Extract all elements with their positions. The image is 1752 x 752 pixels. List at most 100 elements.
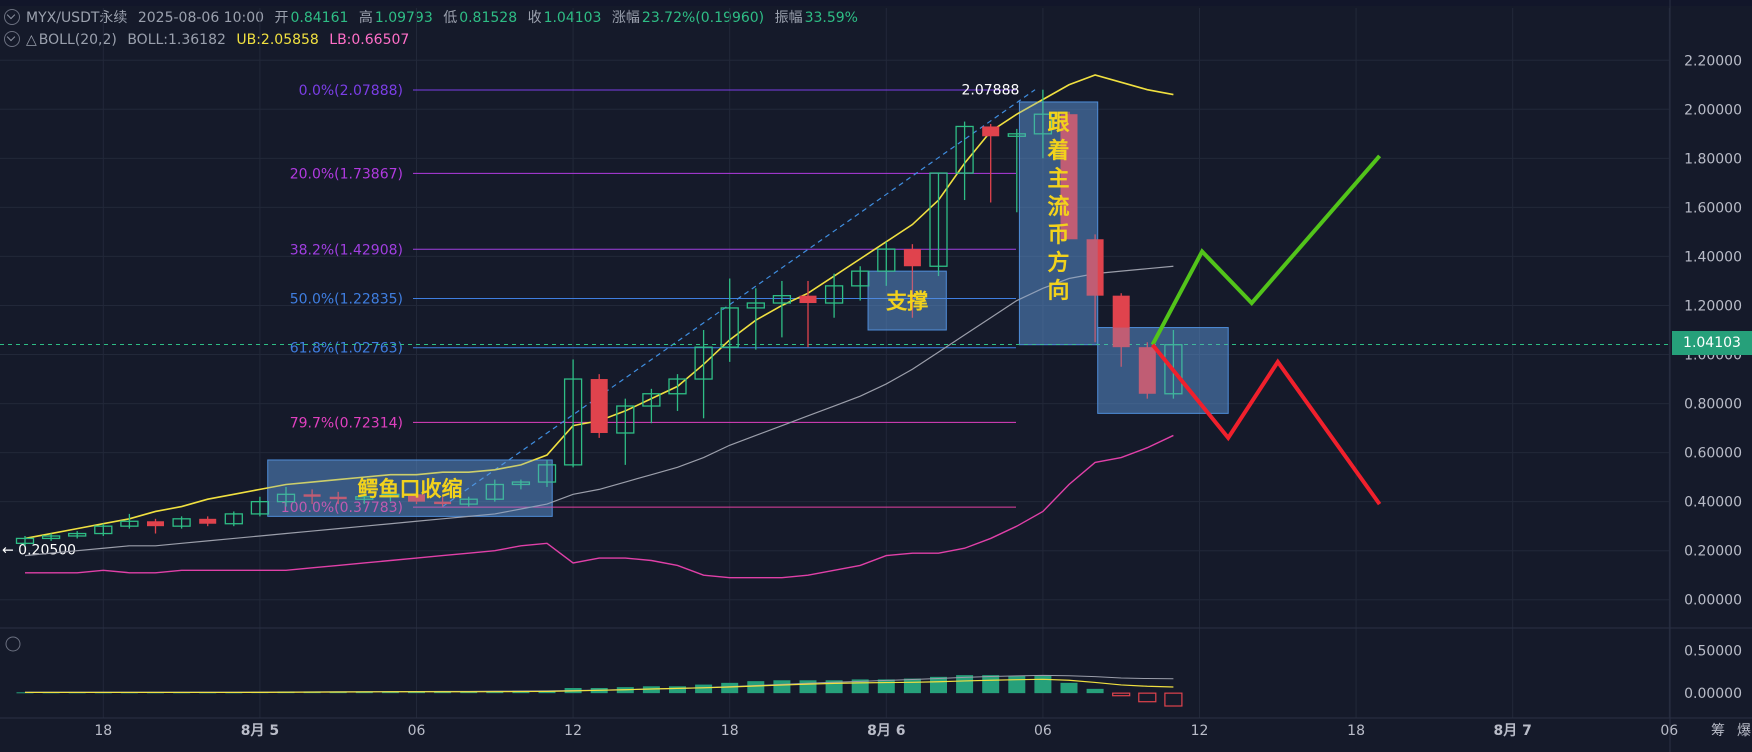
boll-value: BOLL:1.36182 — [127, 32, 226, 48]
y-tick-label: 1.80000 — [1684, 151, 1742, 167]
candle-body — [1164, 344, 1183, 395]
close-value: 1.04103 — [543, 10, 602, 26]
annotation-label: 支撑 — [886, 290, 928, 314]
volume-bar — [956, 675, 974, 694]
candle-body — [303, 494, 321, 497]
candle-body — [355, 496, 374, 500]
ub-value: UB:2.05858 — [236, 32, 319, 48]
fib-level-label: 0.0%(2.07888) — [299, 83, 403, 99]
y-tick-label: 0.80000 — [1684, 397, 1742, 413]
candle-body — [877, 248, 896, 272]
volume-bar — [1138, 692, 1157, 703]
collapse-icon[interactable] — [4, 9, 20, 25]
candle-body — [276, 493, 296, 503]
candle-body — [459, 498, 478, 505]
x-tick-label: 12 — [564, 723, 582, 739]
volume-bar — [1164, 692, 1183, 707]
volume-tick-label: 0.50000 — [1684, 643, 1742, 659]
candle-body — [381, 493, 400, 498]
candle-body — [851, 270, 870, 287]
candle-body — [485, 483, 504, 500]
volume-ma-line — [25, 674, 1174, 693]
candle-body — [1138, 347, 1156, 394]
candle-body — [746, 302, 765, 309]
candle-body — [1086, 239, 1104, 296]
fib-level-label: 50.0%(1.22835) — [290, 292, 403, 308]
y-tick-label: 0.60000 — [1684, 446, 1742, 462]
fib-level-label: 79.7%(0.72314) — [290, 415, 403, 431]
candle-body — [68, 532, 87, 537]
annotation-tint — [868, 271, 947, 330]
volume-bar — [1060, 682, 1078, 694]
close-label: 收 — [527, 10, 542, 26]
x-tick-label: 8月 6 — [867, 723, 905, 739]
volume-bar — [773, 680, 791, 694]
candle-body — [1007, 133, 1026, 137]
boll-mid-line — [24, 265, 1174, 557]
boll-upper-line — [24, 74, 1174, 540]
y-tick-label: 1.60000 — [1684, 200, 1742, 216]
candle-body — [903, 249, 921, 267]
volume-bar — [1086, 688, 1104, 694]
candle-body — [94, 525, 113, 535]
x-tick-label: 06 — [408, 723, 426, 739]
change-label: 涨幅 — [611, 10, 640, 26]
candle-body — [511, 481, 531, 486]
volume-bar — [1008, 676, 1026, 694]
low-marker-label: ← 0.20500 — [2, 542, 76, 558]
low-value: 0.81528 — [459, 10, 518, 26]
change-value: 23.72%(0.19960) — [641, 10, 765, 26]
volume-bar — [903, 678, 921, 694]
toolbar-strip — [0, 0, 1752, 6]
high-value: 1.09793 — [374, 10, 433, 26]
annotation-label: 鳄鱼口收缩 — [357, 477, 462, 501]
fib-level-label: 61.8%(1.02763) — [290, 341, 403, 357]
candle-body — [1033, 113, 1053, 135]
symbol-label: MYX/USDT永续 — [26, 10, 128, 26]
y-tick-label: 0.40000 — [1684, 495, 1742, 511]
annotation-tint — [1019, 101, 1098, 345]
x-tick-label: 06 — [1660, 723, 1678, 739]
y-tick-label: 0.20000 — [1684, 544, 1742, 560]
annotation-box — [867, 270, 947, 331]
volume-bar — [799, 680, 817, 694]
candle-body — [668, 378, 687, 395]
candle-body — [929, 172, 948, 267]
y-tick-label: 1.20000 — [1684, 298, 1742, 314]
volume-tick-label: 0.00000 — [1684, 686, 1742, 702]
candle-body — [799, 295, 817, 304]
candle-body — [642, 393, 661, 407]
collapse-icon[interactable] — [4, 31, 20, 47]
low-label: 低 — [443, 10, 458, 26]
y-tick-label: 1.40000 — [1684, 249, 1742, 265]
candle-body — [250, 501, 270, 515]
candle-body — [434, 501, 452, 505]
bearish-scenario-path — [1150, 343, 1382, 506]
candle-body — [41, 535, 61, 540]
candle-body — [590, 379, 608, 433]
x-tick-label: 12 — [1191, 723, 1209, 739]
lb-value: LB:0.66507 — [329, 32, 410, 48]
bell-icon[interactable]: △ — [26, 32, 37, 48]
candle-body — [1060, 114, 1078, 240]
candle-body — [199, 518, 217, 524]
volume-bar — [982, 675, 1000, 694]
fib-level-label: 20.0%(1.73867) — [290, 166, 403, 182]
peak-label: 2.07888 — [962, 83, 1020, 99]
candle-body — [172, 518, 191, 527]
axis-footer-label: 筹 — [1711, 722, 1725, 739]
candle-body — [772, 295, 792, 304]
y-tick-label: 2.20000 — [1684, 53, 1742, 69]
candle-body — [1112, 295, 1130, 348]
candle-body — [955, 125, 974, 174]
candle-body — [537, 464, 557, 483]
volume-bar — [930, 676, 947, 694]
annotation-tint — [267, 459, 553, 517]
volume-ma-line — [25, 678, 1174, 694]
candle-body — [563, 378, 583, 466]
volume-bar — [669, 686, 686, 694]
annotation-tint — [1097, 327, 1229, 414]
candle-body — [147, 521, 164, 527]
x-tick-label: 18 — [1347, 723, 1365, 739]
